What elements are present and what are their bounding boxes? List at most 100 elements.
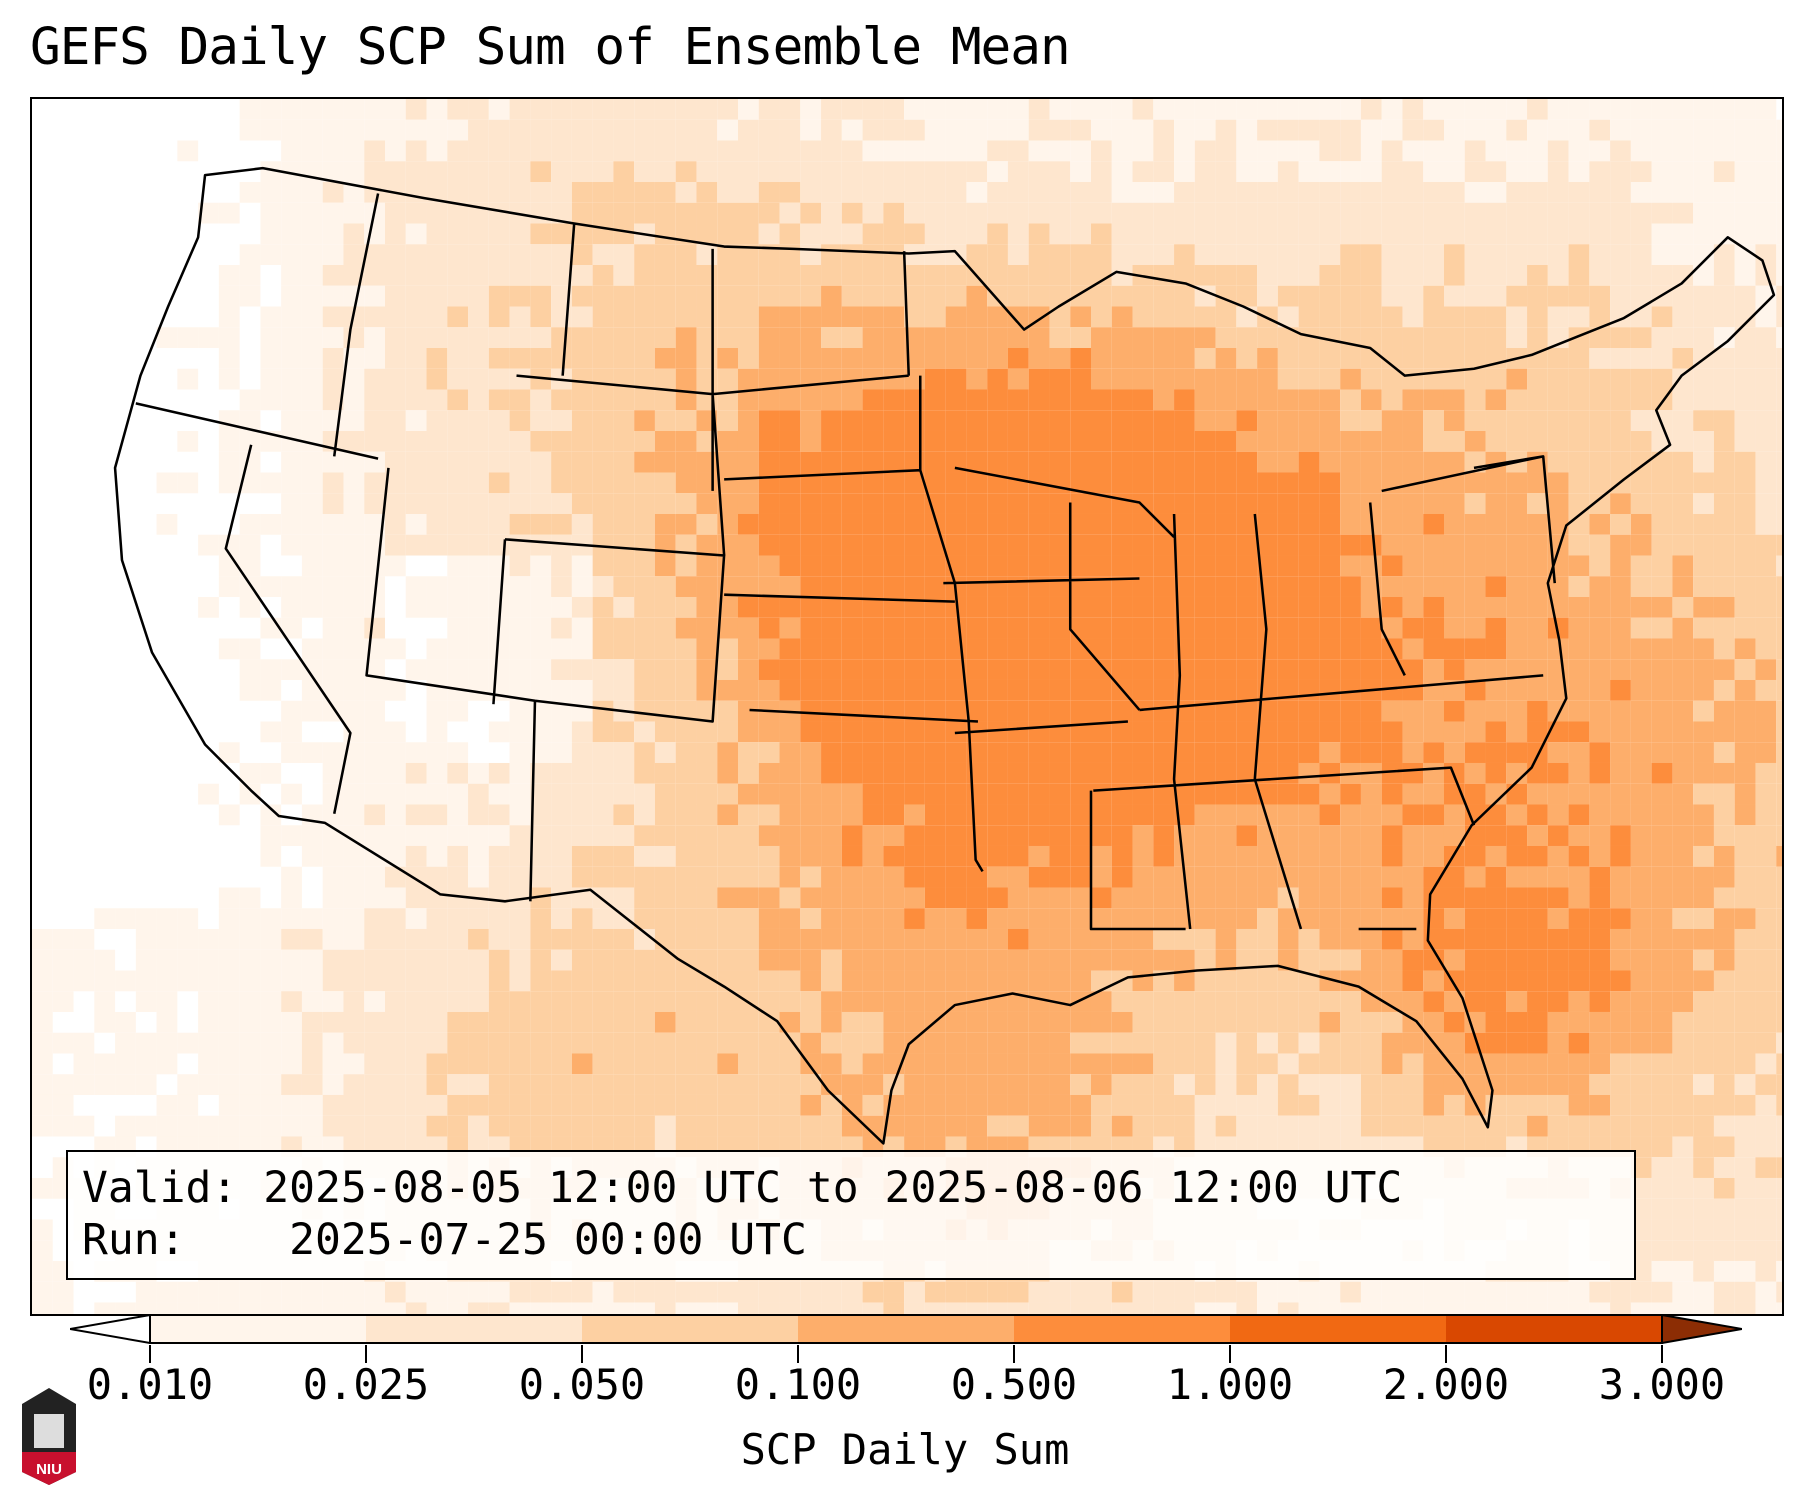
heatmap-cell [654,762,676,784]
heatmap-cell [1132,223,1154,245]
heatmap-cell [1713,991,1735,1012]
heatmap-cell [260,389,282,411]
heatmap-cell [779,576,801,597]
heatmap-cell [654,721,676,743]
heatmap-cell [1319,140,1341,162]
heatmap-cell [530,493,552,514]
heatmap-cell [1090,327,1112,348]
heatmap-cell [1049,389,1071,411]
heatmap-cell [571,700,593,722]
heatmap-cell [426,161,448,182]
heatmap-cell [634,119,655,141]
heatmap-cell [1402,451,1424,473]
heatmap-cell [343,472,365,494]
heatmap-cell [1381,742,1403,763]
heatmap-cell [779,223,801,245]
heatmap-cell [1236,1011,1258,1033]
heatmap-cell [1589,161,1611,182]
heatmap-cell [177,908,199,929]
heatmap-cell [447,1115,469,1137]
heatmap-cell [945,513,967,535]
heatmap-cell [156,513,178,535]
heatmap-cell [800,140,822,162]
heatmap-cell [800,181,822,203]
heatmap-cell [1485,430,1507,452]
heatmap-cell [841,244,863,265]
heatmap-cell [1215,638,1237,660]
heatmap-cell [675,410,697,431]
heatmap-cell [1319,1281,1341,1303]
heatmap-cell [1734,908,1756,929]
heatmap-cell [696,181,718,203]
heatmap-cell [1070,99,1091,120]
heatmap-cell [239,1302,261,1314]
heatmap-cell [862,513,884,535]
heatmap-cell [364,679,385,701]
heatmap-cell [1485,410,1507,431]
heatmap-cell [239,679,261,701]
heatmap-cell [1485,140,1507,162]
heatmap-cell [1028,555,1050,577]
heatmap-cell [1734,700,1756,722]
heatmap-cell [924,887,946,909]
heatmap-cell [1070,825,1091,846]
heatmap-cell [1153,638,1175,660]
heatmap-cell [758,970,780,992]
heatmap-cell [945,472,967,494]
heatmap-cell [1485,368,1507,390]
heatmap-cell [1340,368,1361,390]
heatmap-cell [1174,347,1195,369]
heatmap-cell [1527,783,1548,805]
heatmap-cell [634,1302,655,1314]
heatmap-cell [1007,472,1029,494]
heatmap-cell [1215,679,1237,701]
heatmap-cell [364,99,385,120]
heatmap-cell [821,410,842,431]
heatmap-cell [156,1094,178,1116]
heatmap-cell [1132,347,1154,369]
heatmap-cell [1111,555,1133,577]
heatmap-cell [468,1053,489,1075]
heatmap-cell [1402,555,1424,577]
heatmap-cell [488,1011,510,1033]
heatmap-cell [924,181,946,203]
heatmap-cell [1049,410,1071,431]
heatmap-cell [924,804,946,826]
heatmap-cell [841,991,863,1012]
heatmap-cell [737,513,759,535]
heatmap-cell [1028,928,1050,950]
heatmap-cell [1464,99,1486,120]
heatmap-cell [1090,949,1112,971]
heatmap-cell [1153,1074,1175,1095]
heatmap-cell [613,991,635,1012]
heatmap-cell [1298,576,1320,597]
heatmap-cell [1610,1074,1631,1095]
heatmap-cell [1755,223,1777,245]
heatmap-cell [654,223,676,245]
heatmap-cell [301,596,323,618]
heatmap-cell [1340,161,1361,182]
heatmap-cell [260,161,282,182]
heatmap-cell [1547,472,1569,494]
heatmap-cell [1776,742,1782,763]
heatmap-cell [239,928,261,950]
heatmap-cell [654,389,676,411]
heatmap-cell [530,264,552,286]
heatmap-cell [821,1094,842,1116]
heatmap-cell [1610,1115,1631,1137]
heatmap-cell [758,161,780,182]
heatmap-cell [1547,1302,1569,1314]
heatmap-cell [634,472,655,494]
heatmap-cell [966,430,988,452]
heatmap-cell [1776,389,1782,411]
heatmap-cell [1194,576,1216,597]
heatmap-cell [1506,327,1528,348]
heatmap-cell [530,638,552,660]
heatmap-cell [1506,285,1528,307]
heatmap-cell [1174,140,1195,162]
heatmap-cell [1381,389,1403,411]
heatmap-cell [1485,223,1507,245]
heatmap-cell [52,1302,74,1314]
heatmap-cell [1028,1115,1050,1137]
heatmap-cell [1298,825,1320,846]
